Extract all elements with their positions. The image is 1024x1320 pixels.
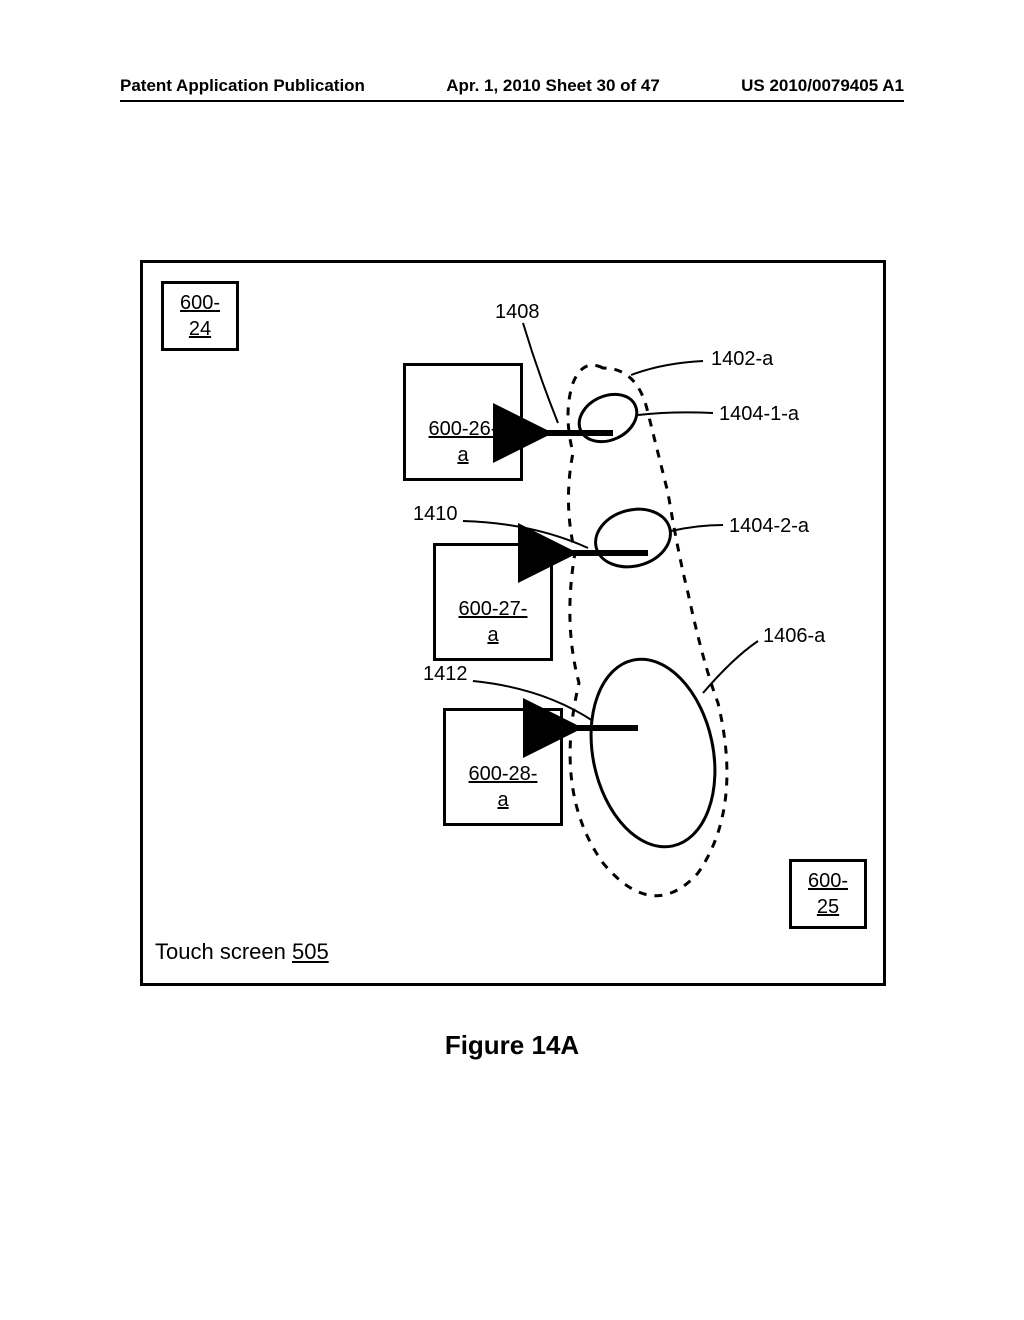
header-right: US 2010/0079405 A1 (741, 76, 904, 96)
touch-1406-a (575, 648, 732, 859)
label-1408: 1408 (495, 301, 540, 324)
page: Patent Application Publication Apr. 1, 2… (0, 0, 1024, 1320)
touch-screen-label: Touch screen 505 (155, 939, 329, 965)
leader-1412 (473, 681, 593, 721)
header-rule (120, 100, 904, 102)
hand-outline (568, 365, 727, 896)
leader-1402a (631, 361, 703, 375)
touch-1404-1-a (572, 385, 645, 450)
label-1404-2a: 1404-2-a (729, 515, 809, 538)
diagram-svg (143, 263, 883, 983)
label-1412: 1412 (423, 663, 468, 686)
header: Patent Application Publication Apr. 1, 2… (120, 76, 904, 96)
label-1410: 1410 (413, 503, 458, 526)
header-center: Apr. 1, 2010 Sheet 30 of 47 (446, 76, 660, 96)
figure-frame: 600- 24 600- 25 600-26- a 600-27- a 600-… (140, 260, 886, 986)
label-1404-1a: 1404-1-a (719, 403, 799, 426)
touch-num: 505 (292, 939, 329, 964)
touch-1404-2-a (589, 501, 677, 575)
leader-1408 (523, 323, 558, 423)
header-left: Patent Application Publication (120, 76, 365, 96)
label-1406a: 1406-a (763, 625, 825, 648)
leader-1404-2a (671, 525, 723, 531)
figure-caption: Figure 14A (0, 1030, 1024, 1061)
touch-prefix: Touch screen (155, 939, 292, 964)
leader-1404-1a (638, 412, 713, 415)
label-1402a: 1402-a (711, 348, 773, 371)
